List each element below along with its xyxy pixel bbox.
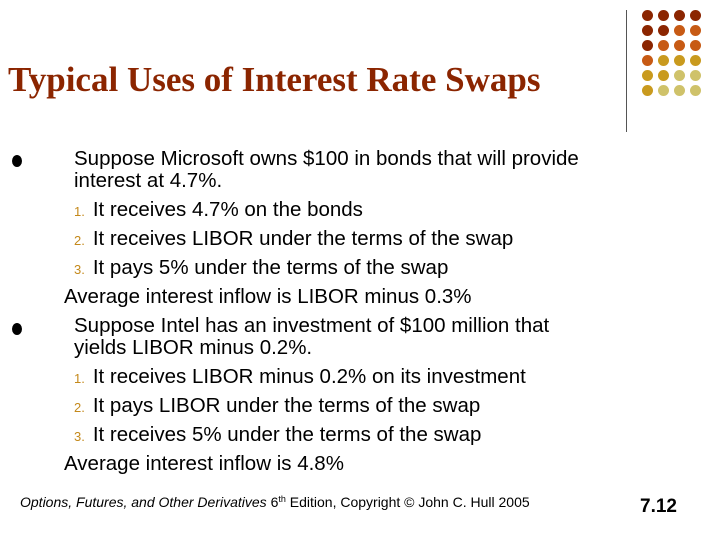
decorative-dot (642, 10, 653, 21)
list-number: 1. (74, 371, 85, 386)
list-item: 1. It receives 4.7% on the bonds (74, 199, 363, 223)
decorative-dot (674, 25, 685, 36)
decorative-dot (690, 70, 701, 81)
decorative-dot (658, 85, 669, 96)
list-text: It receives LIBOR under the terms of the… (92, 227, 514, 250)
intel-summary: Average interest inflow is 4.8% (64, 452, 344, 475)
slide-number: 7.12 (640, 496, 677, 517)
list-item: 1. It receives LIBOR minus 0.2% on its in… (74, 366, 526, 390)
decorative-dot (690, 40, 701, 51)
list-text: It pays LIBOR under the terms of the swa… (92, 394, 481, 417)
list-number: 3. (74, 262, 85, 277)
decorative-dot (674, 70, 685, 81)
list-item: 2. It pays LIBOR under the terms of the s… (74, 395, 480, 419)
bullet-icon (12, 155, 22, 167)
decorative-dot (642, 40, 653, 51)
decorative-dot (658, 40, 669, 51)
list-number: 1. (74, 204, 85, 219)
list-item: 2. It receives LIBOR under the terms of t… (74, 228, 513, 252)
decorative-dot (658, 25, 669, 36)
decorative-dot (674, 85, 685, 96)
microsoft-intro-cont: interest at 4.7%. (74, 169, 223, 192)
bullet-icon (12, 323, 22, 335)
copyright-text: Edition, Copyright © John C. Hull 2005 (285, 494, 530, 510)
edition-suffix: th (278, 494, 286, 504)
title-divider (626, 10, 627, 132)
microsoft-intro: Suppose Microsoft owns $100 in bonds tha… (74, 147, 579, 170)
list-number: 2. (74, 400, 85, 415)
intel-intro: Suppose Intel has an investment of $100 … (74, 314, 550, 337)
edition-number: 6 (270, 494, 279, 510)
decorative-dot (642, 85, 653, 96)
decorative-dot (690, 10, 701, 21)
decorative-dot (642, 55, 653, 66)
decorative-dot (642, 25, 653, 36)
list-text: It receives 4.7% on the bonds (92, 198, 363, 221)
decorative-dot (690, 55, 701, 66)
footer-citation: Options, Futures, and Other Derivatives … (20, 494, 530, 510)
list-item: 3. It receives 5% under the terms of the … (74, 424, 481, 448)
list-text: It receives LIBOR minus 0.2% on its inve… (92, 365, 526, 388)
list-item: 3. It pays 5% under the terms of the swap (74, 257, 448, 281)
decorative-dot (674, 55, 685, 66)
list-number: 3. (74, 429, 85, 444)
decorative-dot (690, 85, 701, 96)
decorative-dot (642, 70, 653, 81)
decorative-dot-grid (636, 10, 720, 110)
decorative-dot (658, 70, 669, 81)
intel-intro-cont: yields LIBOR minus 0.2%. (74, 336, 313, 359)
slide-title: Typical Uses of Interest Rate Swaps (8, 60, 541, 99)
microsoft-summary: Average interest inflow is LIBOR minus 0… (64, 285, 472, 308)
decorative-dot (658, 55, 669, 66)
decorative-dot (674, 10, 685, 21)
list-text: It receives 5% under the terms of the sw… (92, 423, 482, 446)
decorative-dot (674, 40, 685, 51)
decorative-dot (658, 10, 669, 21)
list-number: 2. (74, 233, 85, 248)
book-title: Options, Futures, and Other Derivatives (20, 494, 267, 510)
decorative-dot (690, 25, 701, 36)
list-text: It pays 5% under the terms of the swap (92, 256, 449, 279)
